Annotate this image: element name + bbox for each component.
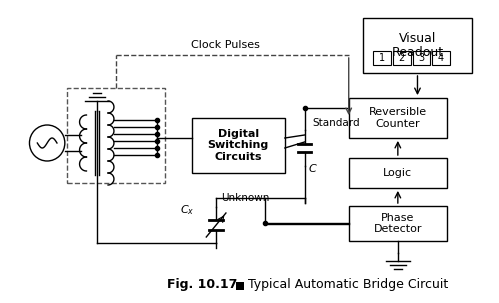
FancyBboxPatch shape [349,98,447,138]
FancyBboxPatch shape [349,158,447,188]
FancyBboxPatch shape [192,118,285,173]
Text: Phase
Detector: Phase Detector [374,213,422,234]
FancyBboxPatch shape [413,51,430,65]
Text: 2: 2 [399,53,405,63]
Text: Standard: Standard [312,118,360,128]
Text: Logic: Logic [383,168,412,178]
Text: Clock Pulses: Clock Pulses [192,40,260,50]
Text: C: C [308,164,316,174]
Text: Digital
Switching
Circuits: Digital Switching Circuits [208,129,269,162]
FancyBboxPatch shape [236,282,244,290]
Text: 4: 4 [438,53,444,63]
FancyBboxPatch shape [349,206,447,241]
Text: Typical Automatic Bridge Circuit: Typical Automatic Bridge Circuit [248,278,448,291]
Text: Reversible
Counter: Reversible Counter [369,107,427,129]
FancyBboxPatch shape [432,51,450,65]
FancyBboxPatch shape [393,51,411,65]
Text: Fig. 10.17: Fig. 10.17 [167,278,238,291]
Text: 1: 1 [379,53,385,63]
Text: 3: 3 [418,53,425,63]
Text: Unknown: Unknown [221,193,269,203]
FancyBboxPatch shape [373,51,391,65]
Text: $C_x$: $C_x$ [180,203,195,217]
FancyBboxPatch shape [363,18,472,73]
Circle shape [29,125,65,161]
Text: Visual
Readout: Visual Readout [391,32,444,59]
